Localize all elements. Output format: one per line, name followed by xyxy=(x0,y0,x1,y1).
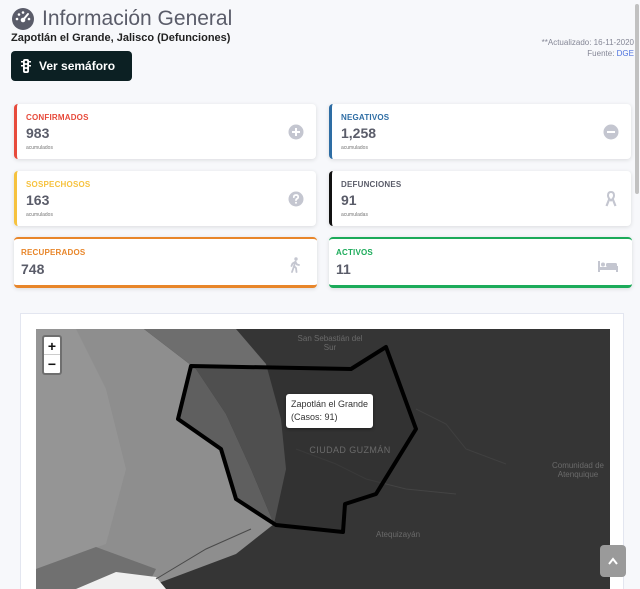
tooltip-cases: (Casos: 91) xyxy=(291,412,338,422)
ribbon-icon xyxy=(605,191,617,207)
card-label: RECUPERADOS xyxy=(21,248,86,257)
map-tiles xyxy=(36,329,610,589)
update-meta: **Actualizado: 16-11-2020 Fuente: DGE xyxy=(542,37,634,59)
card-value: 163 xyxy=(26,192,50,208)
updated-date: **Actualizado: 16-11-2020 xyxy=(541,38,634,47)
card-value: 983 xyxy=(26,125,50,141)
plus-circle-icon xyxy=(288,124,304,140)
page-title: Información General xyxy=(42,7,233,30)
walking-icon xyxy=(290,257,300,273)
card-recuperados: RECUPERADOS 748 xyxy=(14,237,317,288)
ver-semaforo-button[interactable]: Ver semáforo xyxy=(11,51,132,81)
card-sub: acumuladas xyxy=(341,212,368,218)
traffic-light-icon xyxy=(21,59,31,73)
card-sub: acumulados xyxy=(26,145,53,151)
card-sub: acumulados xyxy=(26,212,53,218)
card-value: 1,258 xyxy=(341,125,377,141)
card-negativos: NEGATIVOS 1,258 acumulados xyxy=(329,104,631,159)
minus-circle-icon xyxy=(603,124,619,140)
source-label: Fuente: xyxy=(587,49,615,58)
zoom-control: + − xyxy=(42,335,62,375)
map-label-east: Comunidad de Atenquique xyxy=(551,461,605,479)
scroll-to-top-button[interactable] xyxy=(600,545,626,577)
map-label-north: San Sebastián del Sur xyxy=(297,334,363,352)
page-scrollbar[interactable] xyxy=(635,4,639,194)
ver-semaforo-label: Ver semáforo xyxy=(39,59,116,73)
tachometer-icon xyxy=(12,8,34,30)
tooltip-name: Zapotlán el Grande xyxy=(291,399,369,409)
card-confirmados: CONFIRMADOS 983 acumulados xyxy=(14,104,316,159)
zoom-out-button[interactable]: − xyxy=(47,356,57,372)
card-sospechosos: SOSPECHOSOS 163 acumulados xyxy=(14,171,316,226)
map[interactable] xyxy=(36,329,610,589)
bed-icon xyxy=(598,261,618,272)
map-label-center: CIUDAD GUZMÁN xyxy=(309,445,391,455)
panel-divider xyxy=(21,313,623,314)
card-label: SOSPECHOSOS xyxy=(26,180,91,189)
chevron-up-icon xyxy=(608,557,618,565)
card-label: DEFUNCIONES xyxy=(341,180,402,189)
municipality-boundary[interactable] xyxy=(176,345,418,534)
card-label: CONFIRMADOS xyxy=(26,113,89,122)
card-label: NEGATIVOS xyxy=(341,113,390,122)
title-row: Información General xyxy=(11,7,232,31)
zoom-in-button[interactable]: + xyxy=(44,337,60,355)
card-defunciones: DEFUNCIONES 91 acumuladas xyxy=(329,171,631,226)
card-activos: ACTIVOS 11 xyxy=(329,237,632,288)
card-value: 91 xyxy=(341,192,357,208)
card-value: 11 xyxy=(336,261,351,277)
source-link[interactable]: DGE xyxy=(616,49,634,58)
map-label-south: Atequizayán xyxy=(375,530,421,539)
card-label: ACTIVOS xyxy=(336,248,373,257)
page-subtitle: Zapotlán el Grande, Jalisco (Defunciones… xyxy=(11,32,231,44)
card-sub: acumulados xyxy=(341,145,368,151)
map-tooltip: Zapotlán el Grande (Casos: 91) xyxy=(286,394,374,428)
header: Información General Zapotlán el Grande, … xyxy=(0,0,640,95)
question-circle-icon xyxy=(288,191,304,207)
card-value: 748 xyxy=(21,261,45,277)
